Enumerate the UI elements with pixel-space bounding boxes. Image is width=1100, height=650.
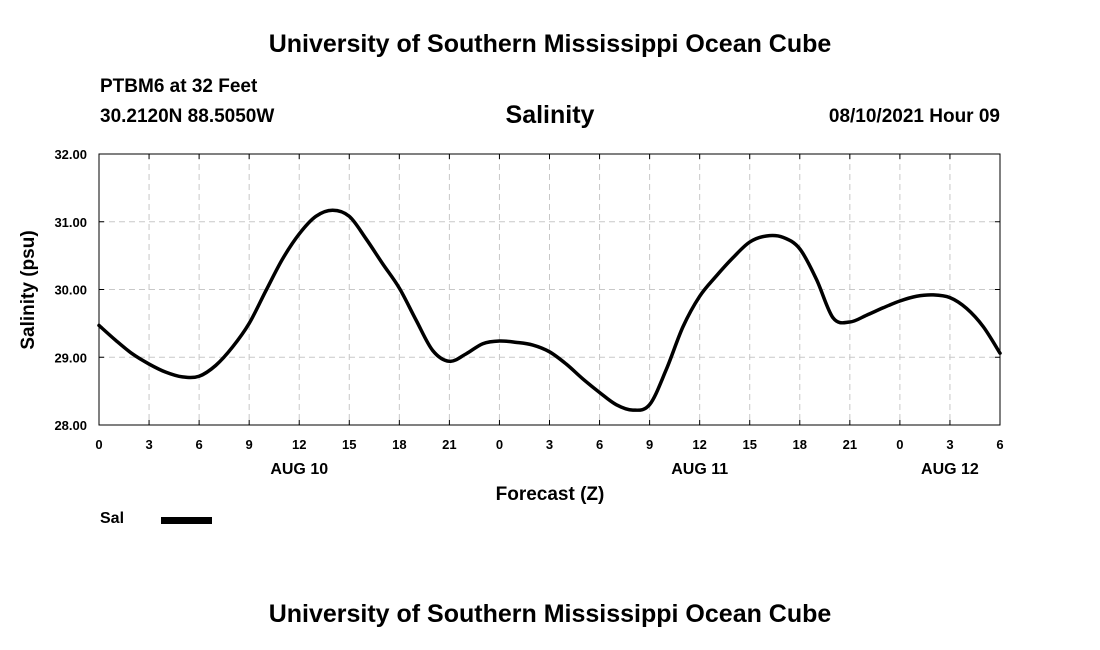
legend-label: Sal [100, 510, 125, 527]
x-tick-label: 12 [692, 437, 706, 452]
x-tick-label: 18 [793, 437, 807, 452]
day-label: AUG 11 [671, 461, 728, 478]
grid-lines [99, 154, 1000, 425]
x-tick-label: 6 [195, 437, 202, 452]
y-tick-label: 30.00 [54, 283, 87, 298]
y-tick-label: 31.00 [54, 215, 87, 230]
x-tick-label: 9 [246, 437, 253, 452]
legend-line-swatch [161, 517, 212, 524]
station-coordinates: 30.2120N 88.5050W [100, 106, 275, 127]
series-line-sal [97, 208, 1002, 412]
x-tick-label: 21 [442, 437, 456, 452]
plot-frame [98, 153, 1001, 426]
y-tick-label: 29.00 [54, 350, 87, 365]
x-tick-label: 12 [292, 437, 306, 452]
x-tick-label: 18 [392, 437, 406, 452]
x-tick-label: 0 [896, 437, 903, 452]
x-tick-label: 6 [596, 437, 603, 452]
x-axis-label: Forecast (Z) [496, 484, 605, 505]
x-tick-label: 0 [95, 437, 102, 452]
footer-title: University of Southern Mississippi Ocean… [268, 600, 832, 628]
x-tick-label: 6 [996, 437, 1003, 452]
station-label: PTBM6 at 32 Feet [100, 76, 258, 97]
y-tick-label: 28.00 [54, 418, 87, 433]
series-layer [97, 208, 1002, 412]
forecast-timestamp: 08/10/2021 Hour 09 [828, 106, 1000, 127]
x-tick-label: 9 [646, 437, 653, 452]
y-tick-label: 32.00 [54, 147, 87, 162]
x-tick-label: 15 [342, 437, 356, 452]
x-tick-label: 21 [843, 437, 857, 452]
x-tick-label: 3 [546, 437, 553, 452]
x-tick-label: 0 [496, 437, 503, 452]
day-label: AUG 12 [921, 461, 979, 478]
x-tick-label: 3 [946, 437, 953, 452]
day-label: AUG 10 [270, 461, 328, 478]
x-tick-label: 3 [145, 437, 152, 452]
axis-tick-labels: 0 3 6 9 12 15 18 21 0 3 6 9 12 15 18 21 0 3 6 28.00 29.00 30.… [54, 147, 1003, 478]
header-title: University of Southern Mississippi Ocean… [268, 30, 832, 58]
chart-title: Salinity [505, 101, 595, 129]
x-tick-label: 15 [742, 437, 756, 452]
y-axis-label: Salinity (psu) [18, 230, 39, 349]
